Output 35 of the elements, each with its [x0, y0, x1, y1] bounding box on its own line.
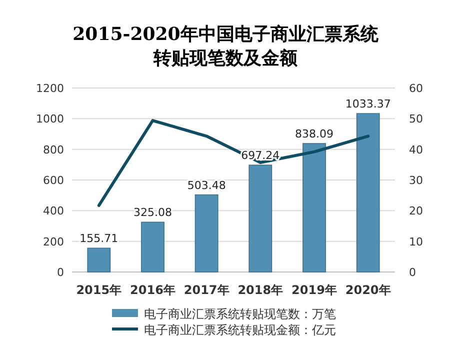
y-tick-label: 1200 — [36, 82, 64, 95]
x-tick-label: 2018年 — [238, 283, 284, 297]
y2-tick-label: 50 — [409, 112, 423, 126]
y-tick-label: 600 — [43, 174, 64, 187]
data-label: 155.71 — [80, 232, 118, 246]
data-label: 503.48 — [187, 178, 226, 192]
data-label: 1033.37 — [345, 98, 391, 111]
x-tick-label: 2016年 — [130, 283, 176, 297]
y-tick-label: 800 — [43, 143, 64, 156]
bar — [356, 113, 380, 272]
bar — [194, 194, 218, 272]
y-tick-label: 0 — [57, 266, 64, 279]
y2-tick-label: 20 — [409, 204, 423, 218]
y-tick-label: 200 — [43, 235, 64, 248]
bar — [302, 143, 326, 272]
x-tick-label: 2017年 — [184, 283, 230, 297]
x-tick-label: 2019年 — [292, 283, 337, 297]
data-label: 838.09 — [295, 127, 334, 140]
legend-label: 电子商业汇票系统转贴现金额：亿元 — [144, 323, 336, 337]
chart-title: 2015-2020年中国电子商业汇票系统转贴现笔数及金额 — [72, 24, 380, 69]
y2-tick-label: 10 — [409, 235, 423, 248]
y2-tick-label: 30 — [409, 174, 423, 187]
y2-tick-label: 60 — [409, 82, 423, 95]
y2-tick-label: 0 — [409, 266, 416, 279]
bar — [87, 248, 111, 272]
bar — [141, 222, 164, 272]
line-series — [97, 119, 370, 207]
y-tick-label: 400 — [43, 204, 64, 218]
y-tick-label: 1000 — [36, 112, 64, 126]
x-tick-label: 2020年 — [345, 283, 391, 297]
data-label: 325.08 — [134, 206, 172, 220]
legend-label: 电子商业汇票系统转贴现笔数：万笔 — [144, 307, 336, 321]
bar — [248, 164, 272, 272]
x-tick-label: 2015年 — [76, 283, 122, 297]
y2-tick-label: 40 — [409, 143, 423, 156]
